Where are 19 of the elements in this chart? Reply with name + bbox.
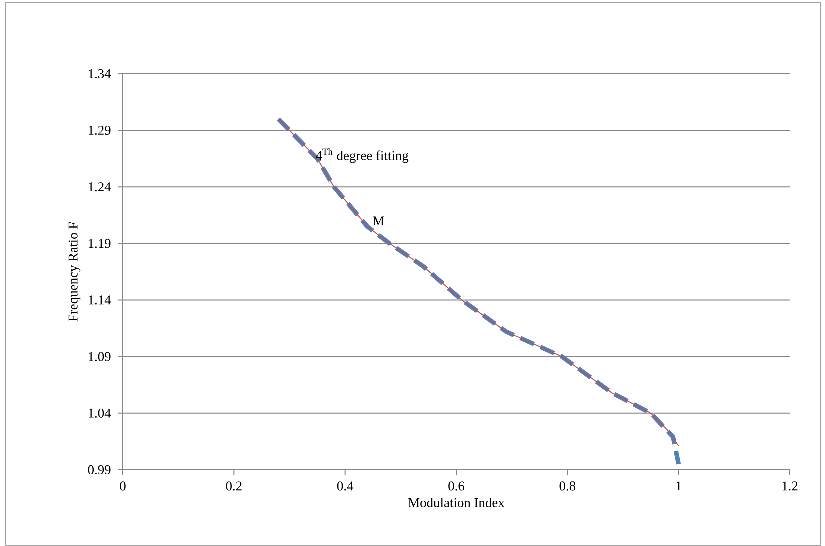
x-tick-label: 0.4 [337,482,354,491]
y-tick-label: 1.14 [88,296,112,305]
y-tick-label: 1.19 [88,239,111,248]
y-tick-label: 1.04 [88,408,112,418]
series-label: M [373,216,384,226]
x-tick-label: 0.2 [226,482,242,491]
y-tick-label: 1.24 [88,182,112,192]
x-tick-label: 1 [676,482,682,491]
y-tick-label: 1.09 [88,352,111,362]
x-tick-label: 1.2 [782,482,798,491]
x-tick-label: 0.6 [448,482,465,491]
y-tick-label: 0.99 [88,465,111,475]
y-tick-label: 1.34 [88,69,112,79]
series-label: 4$^{Th}$ degree fitting [316,148,409,164]
x-tick-label: 0.8 [560,482,576,491]
y-axis-title: Frequency Ratio F [68,222,81,322]
x-axis-title: Modulation Index [408,498,505,508]
y-tick-label: 1.29 [88,126,111,136]
x-tick-label: 0 [120,482,126,491]
